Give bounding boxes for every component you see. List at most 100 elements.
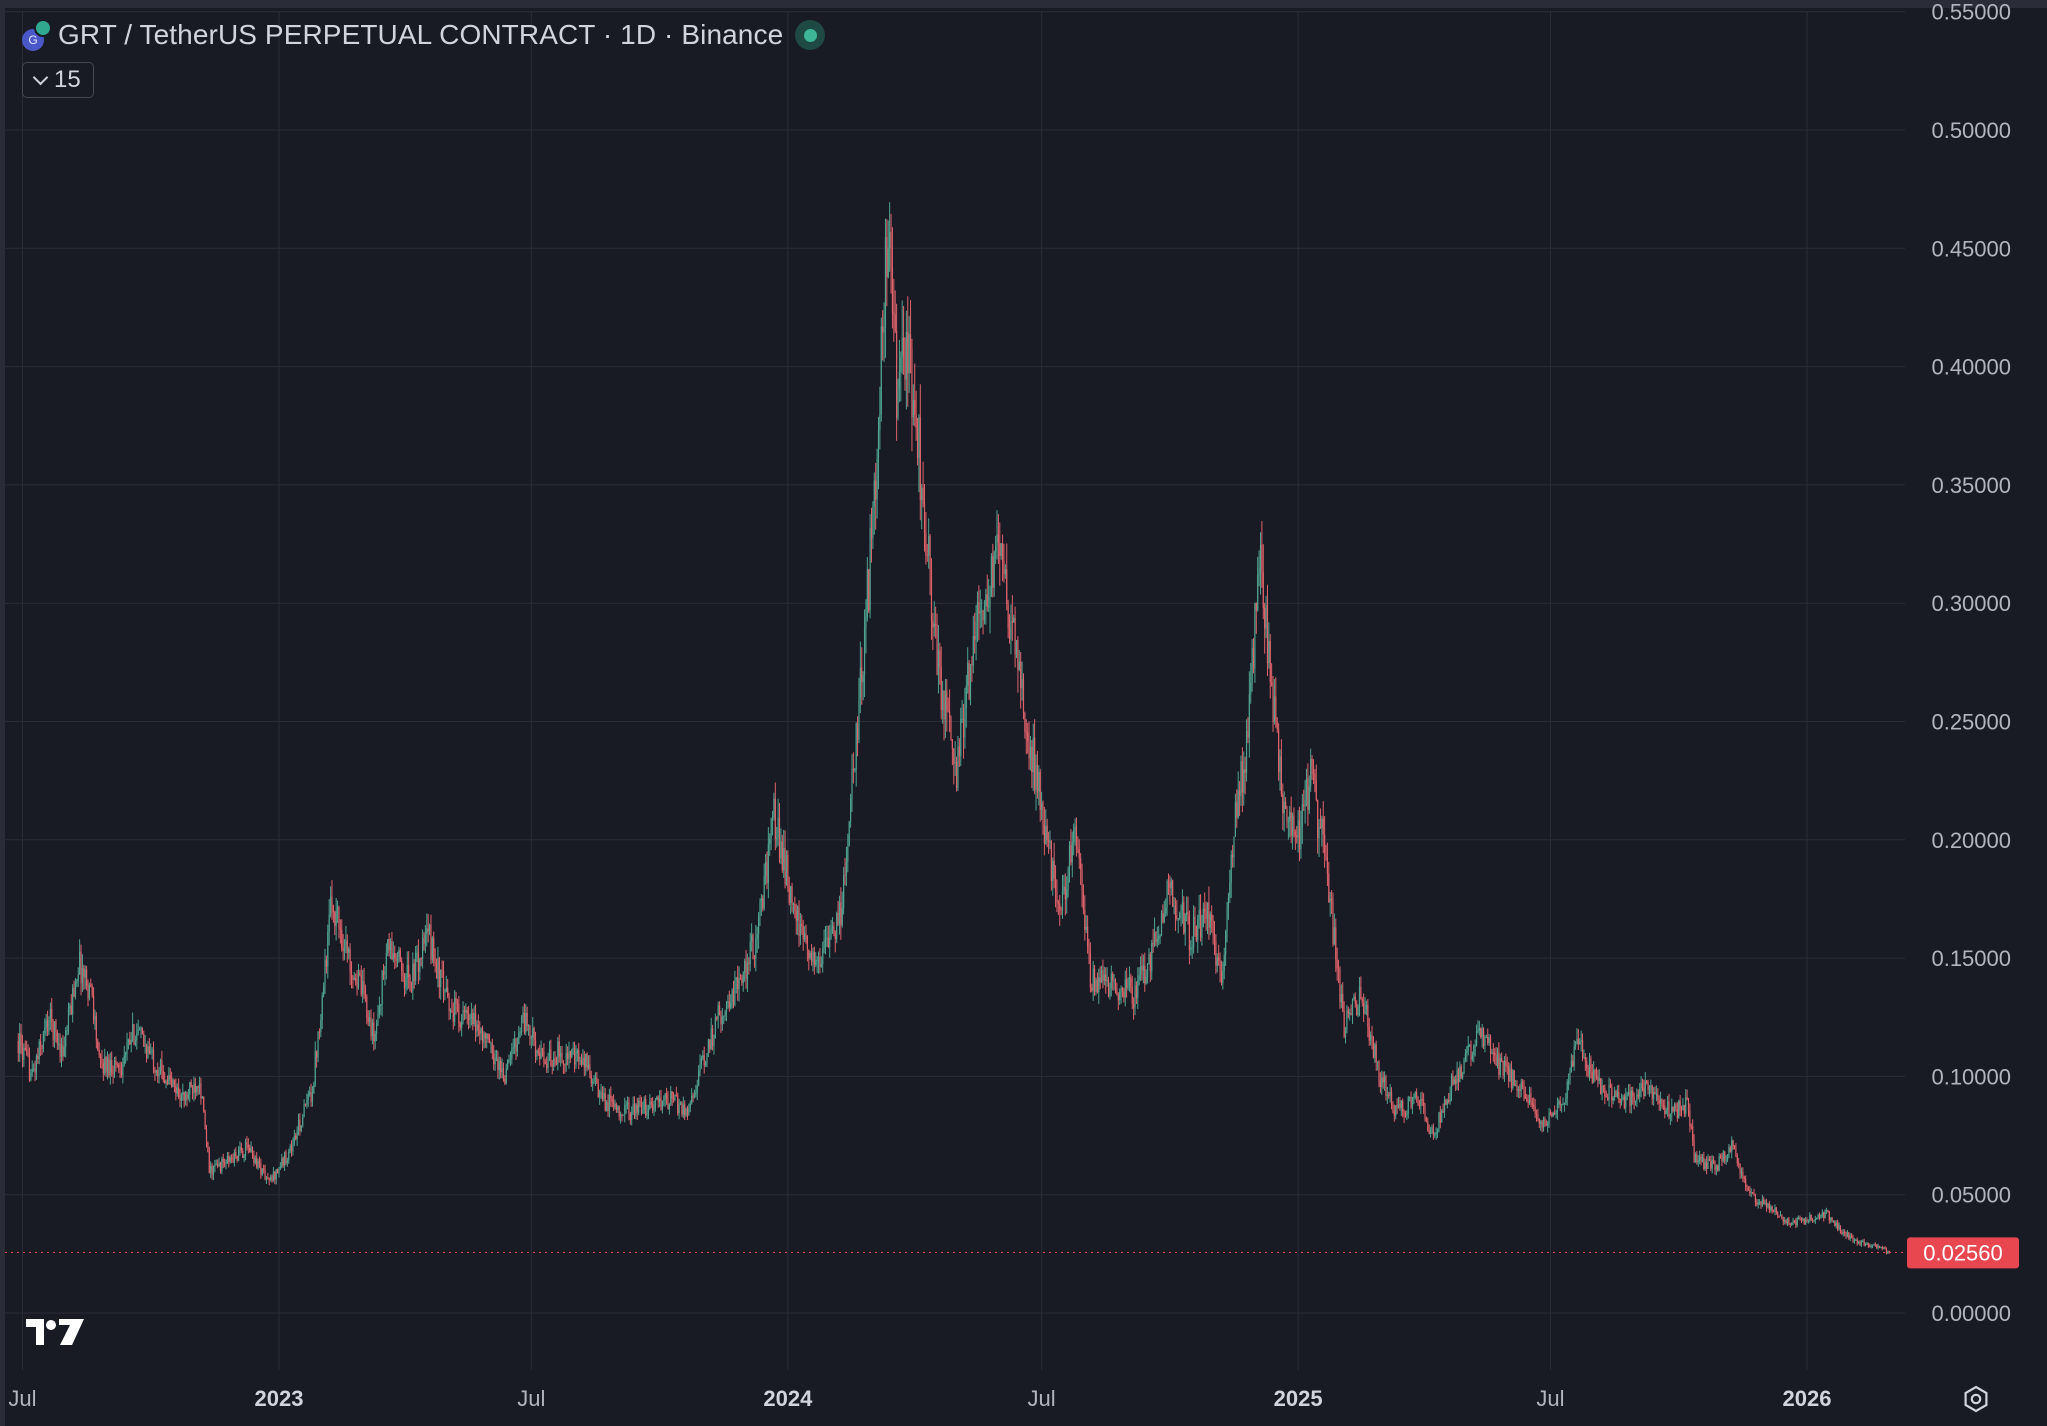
candle-body [1261,544,1263,573]
candle-body [1580,1040,1582,1042]
candle-body [175,1084,177,1094]
candle-body [1835,1222,1837,1226]
candle-body [461,1021,463,1028]
price-axis[interactable]: 0.00000 0.05000 0.10000 0.15000 0.20000 0.250… [1931,0,2011,1326]
symbol-title[interactable]: GRT / TetherUS PERPETUAL CONTRACT · 1D ·… [58,19,784,50]
candle-body [735,977,737,981]
candle-body [711,1028,714,1047]
candle-body [1612,1097,1614,1101]
candle-body [1765,1202,1768,1208]
candle-body [689,1103,691,1108]
candle-body [115,1060,117,1065]
candle-body [784,848,786,885]
candle-body [612,1102,615,1107]
candle-body [1223,954,1225,971]
candle-body [827,937,829,947]
candle-body [1187,912,1189,916]
candle-body [200,1083,202,1099]
candle-body [657,1096,659,1102]
candle-body [158,1073,160,1077]
candle-body [788,887,790,903]
settings-gear-icon[interactable] [1962,1385,1990,1413]
candle-body [73,987,75,997]
candle-body [1697,1160,1699,1163]
candle-body [1226,910,1228,932]
candle-body [1053,860,1055,879]
candle-body [229,1157,231,1163]
candle-body [1860,1241,1862,1246]
candle-body [463,1010,466,1013]
candle-body [1523,1083,1525,1095]
candle-body [586,1053,588,1069]
candle-body [1403,1111,1405,1116]
candle-body [1442,1110,1444,1112]
candle-body [154,1070,156,1073]
candle-body [1528,1093,1531,1104]
candle-body [236,1156,238,1161]
candle-body [1537,1114,1539,1120]
candle-body [1424,1106,1426,1119]
candle-body [1317,800,1319,839]
candle-body [426,928,428,935]
candle-body [1641,1082,1644,1088]
candle-body [1148,954,1150,964]
candle-body [1197,918,1199,941]
candle-body [587,1064,590,1069]
symbol-legend[interactable]: G GRT / TetherUS PERPETUAL CONTRACT · 1D… [20,18,826,52]
candle-body [1668,1101,1670,1118]
candle-body [561,1052,563,1063]
candle-body [423,938,425,944]
candle-body [1619,1098,1621,1103]
candle-body [1389,1092,1391,1096]
candle-body [189,1082,191,1095]
indicators-collapse-button[interactable]: 15 [22,62,94,98]
candle-body [1740,1172,1743,1174]
candle-body [571,1049,573,1058]
candle-body [1789,1223,1791,1225]
price-tick-label: 0.45000 [1931,236,2011,261]
candle-body [1126,979,1128,989]
candle-body [997,534,999,544]
candle-body [1661,1098,1663,1106]
candle-body [1795,1221,1797,1226]
candle-body [972,636,974,665]
candle-body [194,1083,196,1093]
candle-body [713,1038,715,1047]
candle-body [955,762,958,789]
candle-body [285,1151,287,1163]
candle-body [1673,1104,1676,1111]
candle-body [1845,1233,1847,1237]
candle-body [530,1037,532,1039]
candle-body [328,914,330,933]
candle-body [339,927,341,930]
candle-body [1754,1195,1757,1203]
candle-body [1887,1251,1889,1254]
candle-body [413,963,415,982]
candle-body [1078,849,1080,859]
candle-body [168,1075,170,1085]
time-axis[interactable]: Jul 2023 Jul 2024 Jul 2025 Jul 2026 [8,1386,1831,1411]
candle-body [1350,1013,1352,1015]
candle-body [1480,1028,1482,1038]
candle-body [87,985,89,999]
candle-body [487,1034,489,1040]
candle-body [221,1158,223,1172]
candle-body [583,1057,585,1068]
candle-body [314,1051,316,1085]
candle-body [1358,986,1361,1008]
candle-body [1275,696,1277,722]
candle-body [1871,1245,1874,1247]
candle-body [671,1091,673,1099]
tradingview-logo-icon[interactable] [26,1317,84,1347]
candle-body [462,1010,464,1022]
candle-body [130,1040,132,1045]
candle-body [1146,963,1149,978]
candle-body [969,664,972,700]
candle-body [370,1017,372,1037]
candle-body [1121,988,1124,992]
candle-body [1672,1106,1674,1111]
market-status-icon[interactable] [795,20,826,50]
candle-body [1505,1060,1507,1066]
